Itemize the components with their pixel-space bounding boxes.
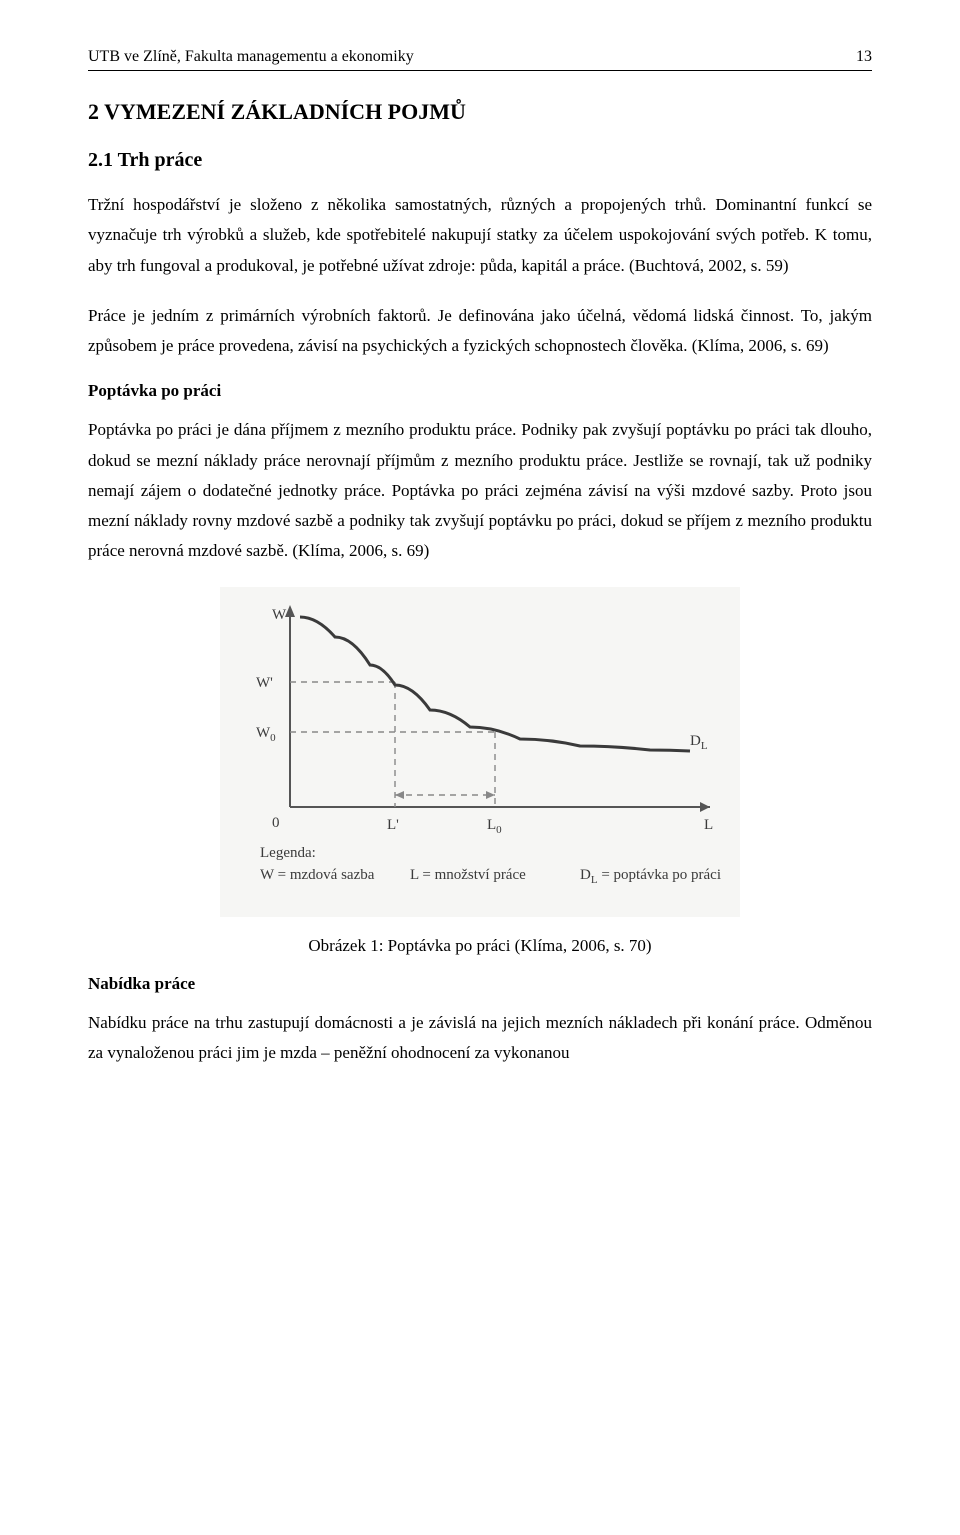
svg-text:L: L — [704, 817, 713, 833]
figure-1-caption: Obrázek 1: Poptávka po práci (Klíma, 200… — [88, 936, 872, 956]
header-page-number: 13 — [856, 48, 872, 66]
svg-text:W': W' — [256, 675, 273, 691]
chapter-heading: 2 VYMEZENÍ ZÁKLADNÍCH POJMŮ — [88, 99, 872, 125]
svg-text:W: W — [272, 607, 287, 623]
figure-demand-curve: WL0W'W0L'L0DLLegenda:W = mzdová sazbaL =… — [88, 587, 872, 922]
paragraph-4: Nabídku práce na trhu zastupují domácnos… — [88, 1008, 872, 1069]
section-heading: 2.1 Trh práce — [88, 149, 872, 172]
svg-text:Legenda:: Legenda: — [260, 845, 316, 861]
header-divider — [88, 70, 872, 71]
svg-text:0: 0 — [272, 815, 280, 831]
paragraph-1: Tržní hospodářství je složeno z několika… — [88, 190, 872, 281]
paragraph-3: Poptávka po práci je dána příjmem z mezn… — [88, 415, 872, 566]
running-header: UTB ve Zlíně, Fakulta managementu a ekon… — [88, 48, 872, 66]
subheading-demand: Poptávka po práci — [88, 381, 872, 401]
svg-text:W = mzdová sazba: W = mzdová sazba — [260, 867, 375, 883]
subheading-supply: Nabídka práce — [88, 974, 872, 994]
svg-text:L': L' — [387, 817, 399, 833]
page: UTB ve Zlíně, Fakulta managementu a ekon… — [0, 0, 960, 1535]
header-left: UTB ve Zlíně, Fakulta managementu a ekon… — [88, 48, 414, 66]
svg-text:L = množství práce: L = množství práce — [410, 867, 526, 883]
demand-curve-chart: WL0W'W0L'L0DLLegenda:W = mzdová sazbaL =… — [220, 587, 740, 917]
paragraph-2: Práce je jedním z primárních výrobních f… — [88, 301, 872, 362]
